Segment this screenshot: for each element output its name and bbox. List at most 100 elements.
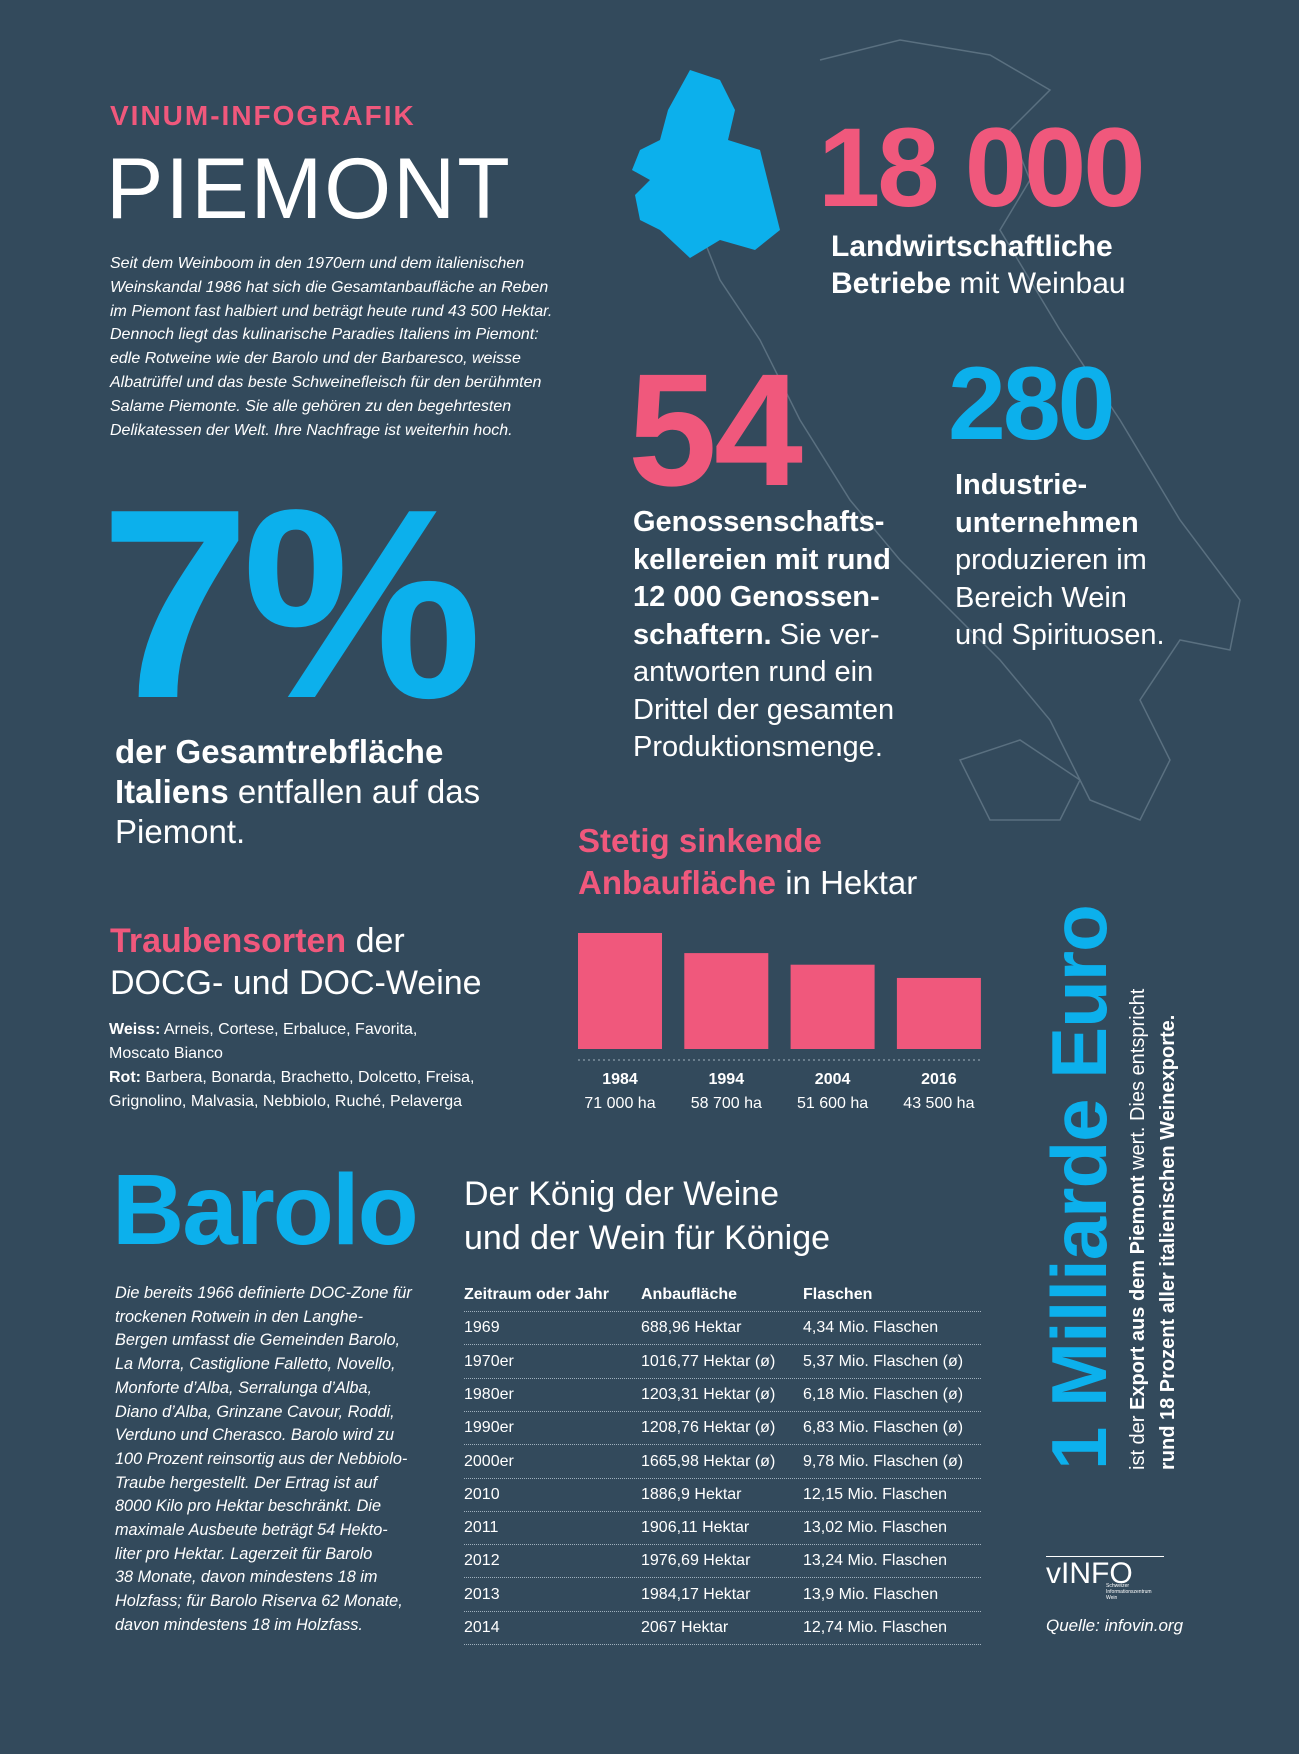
red-grapes: Barbera, Bonarda, Brachetto, Dolcetto, F… [109,1069,475,1110]
table-cell: 1203,31 Hektar (ø) [641,1385,776,1403]
italy-outline [699,39,1241,821]
stat-text: Genossenschafts- kellereien mit rund 12 … [633,504,894,767]
table-row: 1980er 1203,31 Hektar (ø) 6,18 Mio. Flasch… [464,1378,981,1412]
table-cell: 2000er [464,1452,514,1470]
export-title: 1 Milliarde Euro [1035,905,1123,1470]
table-row: 1970er 1016,77 Hektar (ø) 5,37 Mio. Flasch… [464,1345,981,1379]
x-tick-label: 2004 [815,1071,851,1088]
chart-subtitle: in Hektar [776,864,918,901]
export-line: ist der Export aus dem Piemont wert. Die… [1123,850,1153,1470]
table-cell: 1016,77 Hektar (ø) [641,1352,776,1370]
table-cell: 688,96 Hektar [641,1319,742,1337]
stat-text: Industrie- unternehmen produzieren im Be… [955,467,1165,655]
grapes-title-bold: Traubensorten [110,922,347,960]
table-cell: 1976,69 Hektar [641,1552,751,1570]
bar [578,933,662,1049]
grapes-list: Weiss: Arneis, Cortese, Erbaluce, Favori… [109,1018,474,1114]
table-cell: 1980er [464,1385,514,1403]
white-grapes: Arneis, Cortese, Erbaluce, Favorita, Mos… [109,1021,418,1062]
stat-regular: produzieren im Bereich Wein und Spirituo… [955,544,1165,651]
table-cell: 1984,17 Hektar [641,1585,751,1603]
title: PIEMONT [106,141,512,237]
x-tick-label: 1994 [709,1071,745,1088]
table-cell: 12,74 Mio. Flaschen [803,1619,948,1636]
logo: vINFO [1046,1556,1164,1591]
chart-heading: Stetig sinkende Anbaufläche in Hektar [578,820,917,904]
stat-bold: Genossenschafts- kellereien mit rund 12 … [633,506,891,651]
barolo-title: Barolo [112,1154,419,1266]
stat-number: 280 [948,346,1116,462]
stat-number: 54 [628,340,803,519]
export-bold: Export aus dem Piemont [1127,1175,1149,1410]
stat-number: 7% [100,454,482,755]
table-cell: 13,02 Mio. Flaschen [803,1519,948,1537]
table-cell: 4,34 Mio. Flaschen [803,1319,939,1337]
stat-regular: entfallen auf das Piemont. [115,773,481,850]
table-cell: 1906,11 Hektar [641,1519,750,1537]
piemont-map [632,70,780,258]
table-cell: 2011 [464,1519,499,1537]
export-text: ist der [1127,1409,1149,1470]
table-cell: 1970er [464,1352,514,1370]
table-cell: 12,15 Mio. Flaschen [803,1485,948,1503]
table: Zeitraum oder Jahr Anbaufläche Flaschen 196… [464,1278,981,1648]
logo-tagline: Schweizer Informationszentrum Wein [1106,1583,1152,1601]
table-row: 1969 688,96 Hektar 4,34 Mio. Flaschen [464,1311,981,1346]
header-cell: Anbaufläche [641,1286,738,1303]
export-text: wert. Dies entspricht [1127,988,1149,1176]
bar [790,964,875,1049]
red-label: Rot: [109,1069,141,1086]
chart-title: Stetig sinkende Anbaufläche [578,822,822,901]
table-row: 2000er 1665,98 Hektar (ø) 9,78 Mio. Flasch… [464,1445,981,1479]
table-cell: 1969 [464,1319,500,1337]
intro: Seit dem Weinboom in den 1970ern und dem… [110,255,553,439]
table-cell: 6,18 Mio. Flaschen (ø) [803,1385,964,1403]
stat-bold: Landwirtschaftliche Betriebe [831,230,1113,300]
table-row: 2014 2067 Hektar 12,74 Mio. Flaschen [464,1611,981,1645]
export-line: rund 18 Prozent aller italienischen Wein… [1157,1014,1179,1470]
table-cell: 13,9 Mio. Flaschen [803,1585,939,1603]
white-label: Weiss: [109,1021,161,1038]
x-tick-label: 1984 [602,1071,638,1088]
stat-regular: Sie ver- antworten rund ein Drittel der … [633,618,895,764]
italy-south [958,739,1081,821]
table-header: Zeitraum oder Jahr Anbaufläche Flaschen [464,1278,981,1312]
table-cell: 9,78 Mio. Flaschen (ø) [803,1452,964,1470]
header-cell: Zeitraum oder Jahr [464,1286,609,1303]
kicker: VINUM-INFOGRAFIK [110,100,416,131]
bar [896,977,981,1049]
table-row: 2013 1984,17 Hektar 13,9 Mio. Flaschen [464,1578,981,1612]
stat-text: Landwirtschaftliche Betriebe mit Weinbau [831,228,1126,302]
table-cell: 1208,76 Hektar (ø) [641,1419,776,1437]
table-cell: 5,37 Mio. Flaschen (ø) [803,1352,964,1370]
table-cell: 1886,9 Hektar [641,1485,742,1503]
table-row: 2012 1976,69 Hektar 13,24 Mio. Flaschen [464,1544,981,1579]
stat-text: der Gesamtrebfläche Italiens entfallen a… [115,732,480,852]
source: Quelle: infovin.org [1046,1616,1184,1635]
table-row: 1990er 1208,76 Hektar (ø) 6,83 Mio. Flasch… [464,1411,981,1446]
table-cell: 1665,98 Hektar (ø) [641,1452,776,1470]
table-cell: 2067 Hektar [641,1619,729,1636]
stat-number: 18 000 [818,105,1146,230]
table-cell: 1990er [464,1419,514,1437]
table-cell: 6,83 Mio. Flaschen (ø) [803,1419,964,1437]
table-cell: 2014 [464,1619,500,1636]
table-cell: 2010 [464,1485,500,1503]
table-cell: 2012 [464,1552,500,1570]
table-cell: 2013 [464,1585,500,1603]
value-label: 51 600 ha [797,1095,868,1112]
stat-bold: Industrie- unternehmen [955,469,1139,539]
value-label: 71 000 ha [584,1095,655,1112]
header-cell: Flaschen [803,1286,873,1303]
export-block: 1 Milliarde Euro ist der Export aus dem … [1035,850,1183,1470]
stat-regular: mit Weinbau [951,267,1126,300]
table-row: 2011 1906,11 Hektar 13,02 Mio. Flaschen [464,1511,981,1546]
stat-bold: der Gesamtrebfläche Italiens [115,733,444,810]
grapes-title: der DOCG- und DOC-Weine [110,922,482,1002]
x-tick-label: 2016 [921,1071,957,1088]
bar [684,953,769,1049]
value-label: 58 700 ha [691,1095,762,1112]
table-cell: 13,24 Mio. Flaschen [803,1552,948,1570]
barolo-text: Die bereits 1966 definierte DOC-Zone für… [115,1284,412,1634]
